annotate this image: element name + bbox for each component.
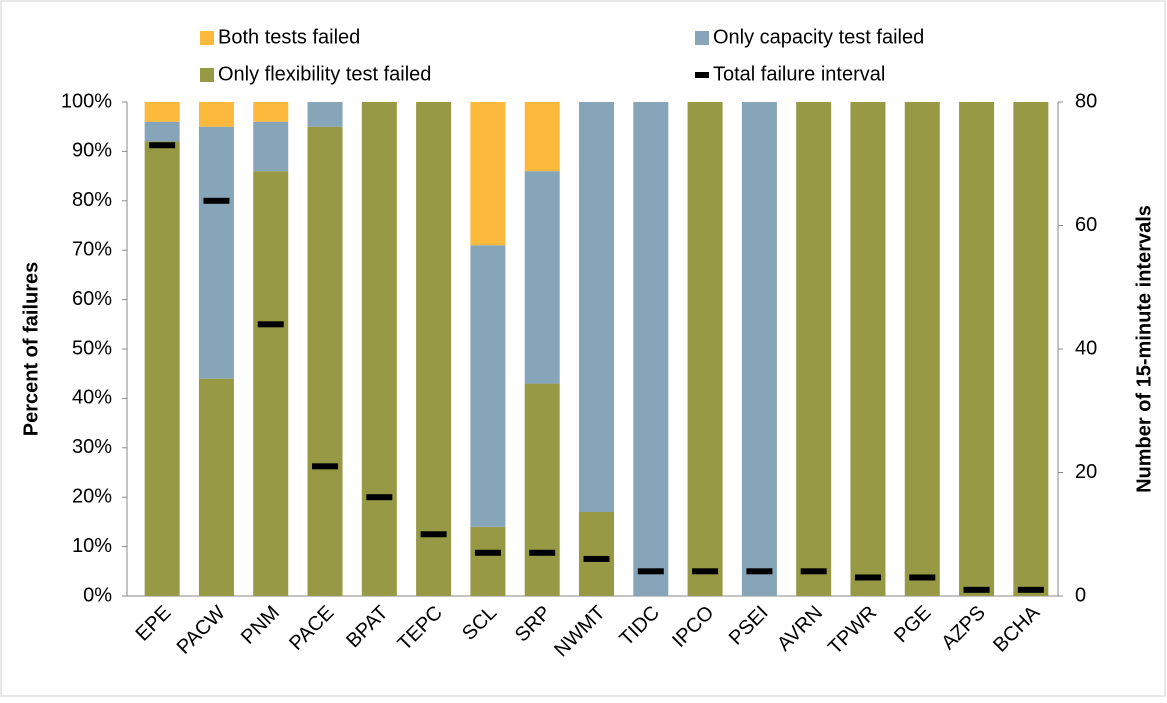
total-marker xyxy=(366,494,393,501)
bar-segment xyxy=(307,102,343,127)
bar-segment xyxy=(904,102,940,596)
bar-segment xyxy=(579,512,614,596)
y2-tick-label: 80 xyxy=(1075,90,1097,112)
total-marker xyxy=(1017,586,1044,593)
bar-segment xyxy=(524,383,560,596)
y2-tick-label: 40 xyxy=(1075,337,1097,359)
bar-segment xyxy=(1013,102,1049,596)
legend-label: Both tests failed xyxy=(218,26,360,48)
total-marker xyxy=(529,549,556,556)
bar-segment xyxy=(470,526,506,596)
bar-segment xyxy=(687,102,723,596)
bar-segment xyxy=(144,102,180,122)
bar-segment xyxy=(741,102,777,596)
y-tick-label: 60% xyxy=(72,288,112,310)
y-tick-label: 70% xyxy=(72,238,112,260)
bar-segment xyxy=(850,102,886,596)
bar-segment xyxy=(198,378,234,596)
bar-segment xyxy=(416,102,452,596)
total-marker xyxy=(637,568,664,575)
legend-swatch xyxy=(695,31,709,45)
total-marker xyxy=(583,555,610,562)
y-tick-label: 90% xyxy=(72,140,112,162)
bar-segment xyxy=(198,126,234,379)
y-tick-label: 0% xyxy=(83,584,112,606)
legend-swatch xyxy=(695,72,709,78)
y2-axis-title: Number of 15-minute intervals xyxy=(1133,205,1155,493)
y-tick-label: 30% xyxy=(72,436,112,458)
y2-tick-label: 0 xyxy=(1075,584,1086,606)
total-marker xyxy=(746,568,773,575)
total-marker xyxy=(854,574,881,581)
total-marker xyxy=(420,531,447,538)
bar-segment xyxy=(253,171,289,596)
bar-segment xyxy=(579,102,614,513)
total-marker xyxy=(203,197,230,204)
legend-label: Total failure interval xyxy=(713,63,885,85)
y-tick-label: 10% xyxy=(72,535,112,557)
bar-segment xyxy=(198,102,234,127)
bar-segment xyxy=(253,102,289,122)
bar-segment xyxy=(470,102,506,246)
total-marker xyxy=(474,549,501,556)
y-tick-label: 80% xyxy=(72,189,112,211)
total-marker xyxy=(257,321,284,328)
bar-segment xyxy=(524,171,560,384)
total-marker xyxy=(692,568,719,575)
y-tick-label: 20% xyxy=(72,485,112,507)
bar-segment xyxy=(524,102,560,172)
bar-segment xyxy=(796,102,832,596)
total-marker xyxy=(909,574,936,581)
y2-tick-label: 20 xyxy=(1075,461,1097,483)
total-marker xyxy=(963,586,990,593)
y-tick-label: 50% xyxy=(72,337,112,359)
legend-label: Only flexibility test failed xyxy=(218,63,431,85)
bar-segment xyxy=(144,121,180,142)
y-axis-title: Percent of failures xyxy=(20,262,42,437)
bar-segment xyxy=(959,102,995,596)
total-marker xyxy=(800,568,827,575)
y-tick-label: 40% xyxy=(72,387,112,409)
legend-label: Only capacity test failed xyxy=(713,26,924,48)
y-tick-label: 100% xyxy=(61,90,112,112)
total-marker xyxy=(149,142,176,149)
bar-segment xyxy=(307,126,343,596)
bar-segment xyxy=(361,102,397,596)
bar-segment xyxy=(633,102,669,596)
legend-swatch xyxy=(200,31,214,45)
bar-segment xyxy=(144,141,180,596)
bar-segment xyxy=(470,245,506,527)
total-marker xyxy=(312,463,339,470)
legend-swatch xyxy=(200,68,214,82)
y2-tick-label: 60 xyxy=(1075,214,1097,236)
bar-segment xyxy=(253,121,289,172)
